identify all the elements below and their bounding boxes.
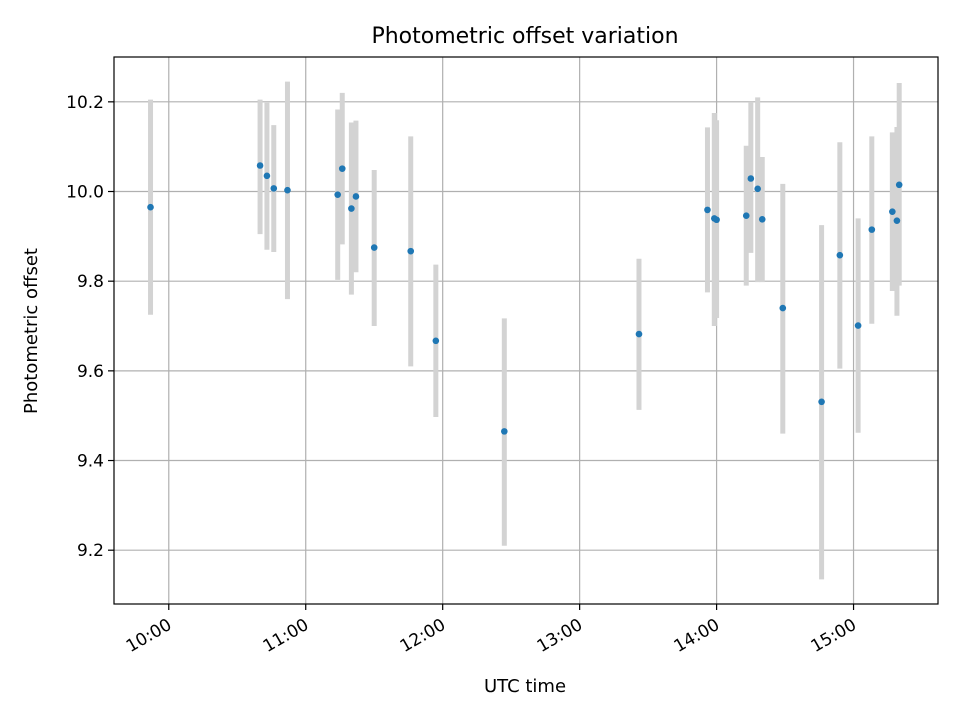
data-point (256, 162, 264, 169)
data-point (338, 165, 346, 172)
data-point (635, 330, 643, 338)
data-point (407, 247, 415, 255)
y-axis-label: Photometric offset (21, 248, 42, 414)
y-tick-label: 9.8 (77, 272, 104, 292)
data-point (352, 193, 360, 200)
y-tick-label: 10.2 (66, 93, 104, 113)
x-tick-label: 15:00 (808, 615, 860, 657)
data-point (713, 216, 720, 224)
y-tick-label: 9.4 (77, 452, 104, 472)
data-point (895, 181, 903, 189)
x-axis-ticks: 10:00 11:00 12:00 13:00 14:00 15:00 (123, 604, 860, 657)
data-point (370, 244, 378, 251)
data-point (854, 322, 862, 329)
data-point (348, 205, 355, 212)
data-point (742, 212, 750, 220)
data-point (284, 186, 291, 194)
data-point (754, 185, 761, 193)
data-point (704, 206, 711, 214)
data-point (779, 304, 787, 312)
data-point (747, 175, 755, 182)
data-point (893, 217, 901, 224)
y-tick-label: 9.6 (77, 362, 104, 382)
y-tick-label: 10.0 (66, 183, 104, 203)
x-axis-label: UTC time (484, 676, 566, 697)
data-point (836, 251, 844, 259)
x-tick-label: 11:00 (260, 615, 312, 657)
data-point (501, 428, 508, 435)
data-point (818, 398, 825, 406)
data-point (868, 226, 876, 233)
data-point (758, 216, 766, 223)
data-point (270, 185, 278, 192)
x-tick-label: 12:00 (397, 615, 449, 657)
plot-frame (113, 56, 939, 605)
x-tick-label: 10:00 (123, 615, 175, 657)
data-points (147, 162, 903, 435)
x-tick-label: 13:00 (534, 615, 586, 657)
error-bars (148, 81, 902, 580)
y-axis-ticks: 9.2 9.4 9.6 9.8 10.0 10.2 (66, 93, 114, 561)
data-point (432, 337, 440, 345)
grid (114, 57, 938, 604)
data-point (263, 172, 271, 180)
data-point (334, 191, 341, 198)
data-point (147, 203, 154, 211)
data-point (889, 208, 896, 215)
y-tick-label: 9.2 (77, 541, 104, 561)
chart-title: Photometric offset variation (371, 24, 678, 49)
x-tick-label: 14:00 (671, 615, 723, 657)
